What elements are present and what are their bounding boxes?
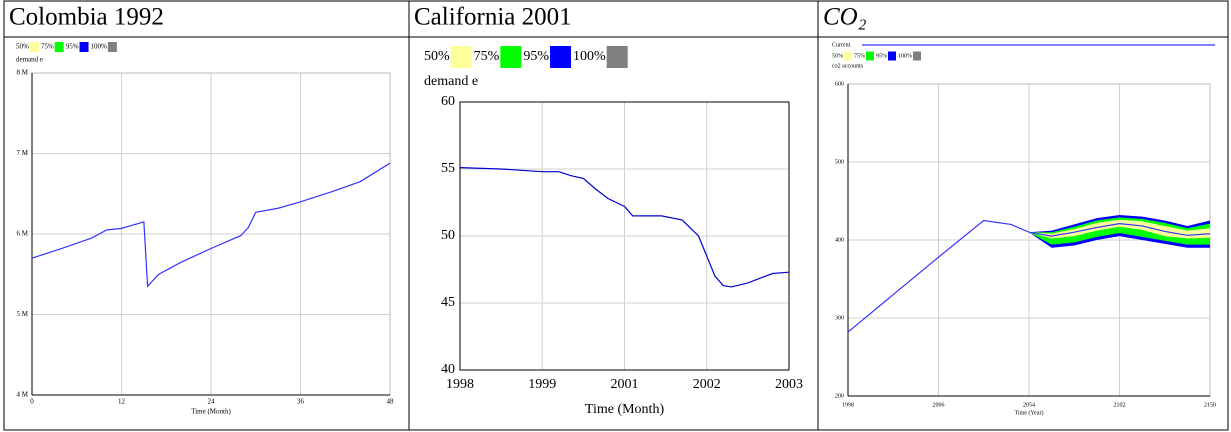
legend-swatch bbox=[550, 46, 572, 68]
data-line bbox=[31, 162, 391, 288]
x-tick-label: 48 bbox=[387, 398, 395, 406]
x-tick-label: 36 bbox=[297, 398, 305, 406]
y-tick-label: 45 bbox=[441, 295, 455, 310]
legend-swatch bbox=[606, 46, 628, 68]
panel-title: Colombia 1992 bbox=[9, 4, 164, 31]
y-tick-label: 8 M bbox=[17, 69, 29, 77]
legend-swatch bbox=[54, 42, 64, 52]
x-tick-label: 2003 bbox=[775, 377, 803, 392]
x-tick-label: 2002 bbox=[693, 377, 721, 392]
legend-label: 75% bbox=[854, 53, 865, 59]
x-tick-label: 1998 bbox=[446, 377, 474, 392]
legend-swatch bbox=[450, 46, 472, 68]
x-tick-label: 2150 bbox=[1204, 402, 1216, 408]
x-tick-label: 0 bbox=[30, 398, 34, 406]
x-axis-label: Time (Month) bbox=[585, 402, 665, 417]
legend-label: 95% bbox=[876, 53, 887, 59]
x-tick-label: 24 bbox=[208, 398, 216, 406]
legend-swatch bbox=[866, 51, 874, 61]
legend-swatch bbox=[888, 51, 896, 61]
y-axis-label: co2 accounts bbox=[832, 63, 864, 69]
x-tick-label: 2102 bbox=[1114, 402, 1126, 408]
y-tick-label: 300 bbox=[835, 315, 844, 321]
y-tick-label: 500 bbox=[835, 159, 844, 165]
x-tick-label: 1999 bbox=[528, 377, 556, 392]
x-tick-label: 2001 bbox=[611, 377, 639, 392]
y-axis-label: demand e bbox=[424, 74, 478, 89]
y-tick-label: 400 bbox=[835, 237, 844, 243]
legend-label: 100% bbox=[898, 53, 912, 59]
data-line bbox=[459, 167, 790, 288]
legend-swatch bbox=[79, 42, 89, 52]
x-axis-label: Time (Year) bbox=[1014, 409, 1043, 416]
y-tick-label: 50 bbox=[441, 228, 455, 243]
legend-label: 50% bbox=[832, 53, 843, 59]
panel-title: CO₂ bbox=[823, 4, 867, 31]
data-line bbox=[847, 219, 1211, 333]
legend-label: 95% bbox=[66, 43, 79, 51]
legend-swatch bbox=[500, 46, 522, 68]
legend-label: 75% bbox=[474, 49, 500, 64]
y-axis-label: demand e bbox=[16, 56, 43, 64]
y-tick-label: 7 M bbox=[17, 149, 29, 157]
y-tick-label: 4 M bbox=[17, 391, 29, 399]
legend-label: 75% bbox=[41, 43, 54, 51]
x-tick-label: 2006 bbox=[933, 402, 945, 408]
y-tick-label: 55 bbox=[441, 161, 455, 176]
y-tick-label: 5 M bbox=[17, 310, 29, 318]
legend-label: Current bbox=[832, 42, 851, 48]
legend-swatch bbox=[107, 42, 117, 52]
panel-title: California 2001 bbox=[414, 4, 572, 31]
y-tick-label: 600 bbox=[835, 81, 844, 87]
legend-label: 50% bbox=[16, 43, 29, 51]
legend-label: 100% bbox=[91, 43, 108, 51]
y-tick-label: 40 bbox=[441, 362, 455, 377]
x-tick-label: 1998 bbox=[842, 402, 854, 408]
legend-swatch bbox=[29, 42, 39, 52]
legend-swatch bbox=[913, 51, 921, 61]
uncertainty-band bbox=[1029, 217, 1210, 245]
legend-label: 50% bbox=[424, 49, 450, 64]
uncertainty-band bbox=[1029, 219, 1210, 239]
legend-swatch bbox=[844, 51, 852, 61]
legend-label: 100% bbox=[573, 49, 606, 64]
y-tick-label: 200 bbox=[835, 393, 844, 399]
y-tick-label: 6 M bbox=[17, 230, 29, 238]
y-tick-label: 60 bbox=[441, 94, 455, 109]
legend-label: 95% bbox=[523, 49, 549, 64]
x-tick-label: 2054 bbox=[1023, 402, 1035, 408]
table-border bbox=[3, 0, 1229, 431]
x-axis-label: Time (Month) bbox=[191, 408, 231, 416]
x-tick-label: 12 bbox=[118, 398, 126, 406]
